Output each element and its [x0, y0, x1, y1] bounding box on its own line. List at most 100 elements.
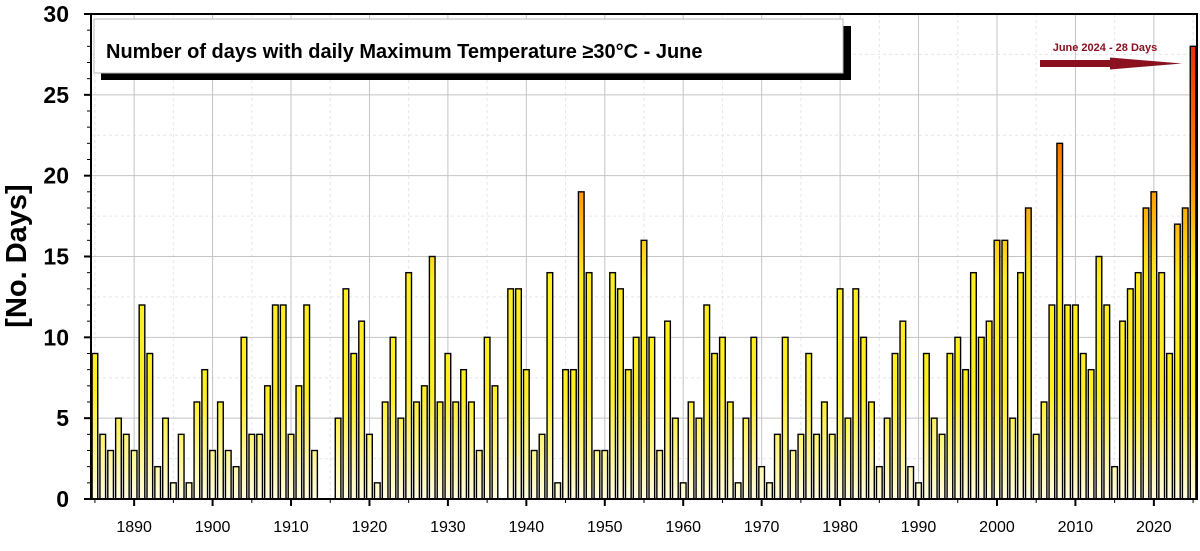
bar-2012 — [1087, 368, 1095, 500]
x-tick-label: 2020 — [1136, 519, 1172, 536]
y-tick-label: 10 — [43, 324, 69, 350]
bar-2020 — [1150, 191, 1158, 500]
bar-1900 — [209, 449, 217, 500]
bar-1895 — [169, 482, 177, 500]
bar-1930 — [444, 352, 452, 500]
bar-1970 — [758, 465, 766, 500]
bar-1927 — [420, 385, 428, 500]
bar-1888 — [114, 417, 122, 500]
bar-2015 — [1111, 465, 1119, 500]
bar-1955 — [640, 239, 648, 500]
bar-1896 — [177, 433, 185, 500]
bar-1926 — [413, 401, 421, 500]
bar-2009 — [1064, 304, 1072, 500]
bar-1963 — [703, 304, 711, 500]
bar-1954 — [632, 336, 640, 500]
bar-1898 — [193, 401, 201, 500]
bar-1942 — [538, 433, 546, 500]
bars — [91, 45, 1197, 500]
bar-2011 — [1079, 352, 1087, 500]
annotation-arrow-head — [1110, 57, 1182, 70]
bar-1938 — [507, 288, 515, 500]
bar-1964 — [711, 352, 719, 500]
bar-1917 — [342, 288, 350, 500]
x-tick-label: 2000 — [979, 519, 1015, 536]
bar-1903 — [232, 465, 240, 500]
x-tick-label: 1980 — [822, 519, 858, 536]
x-tick-label: 1930 — [430, 519, 466, 536]
bar-1969 — [750, 336, 758, 500]
bar-1958 — [664, 320, 672, 500]
x-tick-label: 1950 — [587, 519, 623, 536]
bar-1988 — [899, 320, 907, 500]
bar-1987 — [891, 352, 899, 500]
bar-2025 — [1189, 45, 1197, 500]
bar-1968 — [742, 417, 750, 500]
bar-1919 — [358, 320, 366, 500]
bar-2007 — [1048, 304, 1056, 500]
y-tick-label: 0 — [56, 486, 69, 512]
bar-1952 — [616, 288, 624, 500]
bar-1939 — [514, 288, 523, 500]
bar-1910 — [287, 433, 295, 500]
annotation-label: June 2024 - 28 Days — [1053, 42, 1158, 54]
bar-1957 — [656, 449, 664, 500]
y-tick-label: 30 — [43, 1, 69, 27]
bar-1965 — [718, 336, 726, 500]
bar-1933 — [467, 401, 475, 500]
bar-1886 — [99, 433, 107, 500]
bar-1997 — [969, 271, 977, 500]
x-tick-label: 1900 — [195, 519, 231, 536]
bar-1984 — [867, 401, 875, 500]
x-tick-label: 1920 — [352, 519, 388, 536]
bar-2005 — [1032, 433, 1040, 500]
bar-1934 — [475, 449, 483, 500]
bar-2010 — [1071, 304, 1079, 500]
bar-1966 — [726, 401, 734, 500]
bar-1924 — [397, 417, 405, 500]
bar-1887 — [107, 449, 115, 500]
annotation-arrow-shaft — [1040, 60, 1112, 67]
bar-1972 — [773, 433, 781, 500]
bar-1909 — [279, 304, 287, 500]
bar-2004 — [1024, 207, 1032, 500]
bar-2002 — [1009, 417, 1017, 500]
x-tick-label: 1910 — [273, 519, 309, 536]
ticks: 0 5 10 15 20 25 30 1890 1900 1910 1920 1930 1940 1950… — [43, 1, 1194, 536]
bar-1923 — [389, 336, 397, 500]
bar-1990 — [915, 482, 923, 500]
bar-1892 — [146, 352, 154, 500]
bar-1999 — [985, 320, 993, 500]
bar-1946 — [569, 368, 577, 500]
bar-1982 — [852, 288, 860, 500]
bar-1967 — [734, 482, 742, 500]
bar-2014 — [1103, 304, 1111, 500]
bar-1906 — [256, 433, 264, 500]
bar-2022 — [1166, 352, 1174, 500]
chart-title: Number of days with daily Maximum Temper… — [106, 41, 703, 63]
y-tick-label: 15 — [43, 244, 69, 270]
bar-1935 — [483, 336, 491, 500]
bar-2021 — [1158, 271, 1166, 500]
bar-1991 — [922, 352, 930, 500]
bar-1936 — [491, 385, 499, 500]
bar-1976 — [805, 352, 813, 500]
bar-1945 — [562, 368, 570, 500]
annotation: June 2024 - 28 Days — [1040, 42, 1182, 70]
bar-1928 — [428, 255, 436, 500]
x-tick-label: 1890 — [116, 519, 152, 536]
bar-2013 — [1095, 255, 1103, 500]
bar-1925 — [405, 271, 413, 500]
bar-2001 — [1001, 239, 1009, 500]
bar-1962 — [695, 417, 703, 500]
bar-1995 — [954, 336, 962, 500]
bar-2019 — [1142, 207, 1150, 500]
bar-1971 — [765, 482, 774, 500]
bar-1918 — [350, 352, 358, 500]
bar-2023 — [1173, 223, 1181, 500]
bar-1983 — [860, 336, 868, 500]
bar-2000 — [993, 239, 1001, 500]
bar-1973 — [781, 336, 789, 500]
